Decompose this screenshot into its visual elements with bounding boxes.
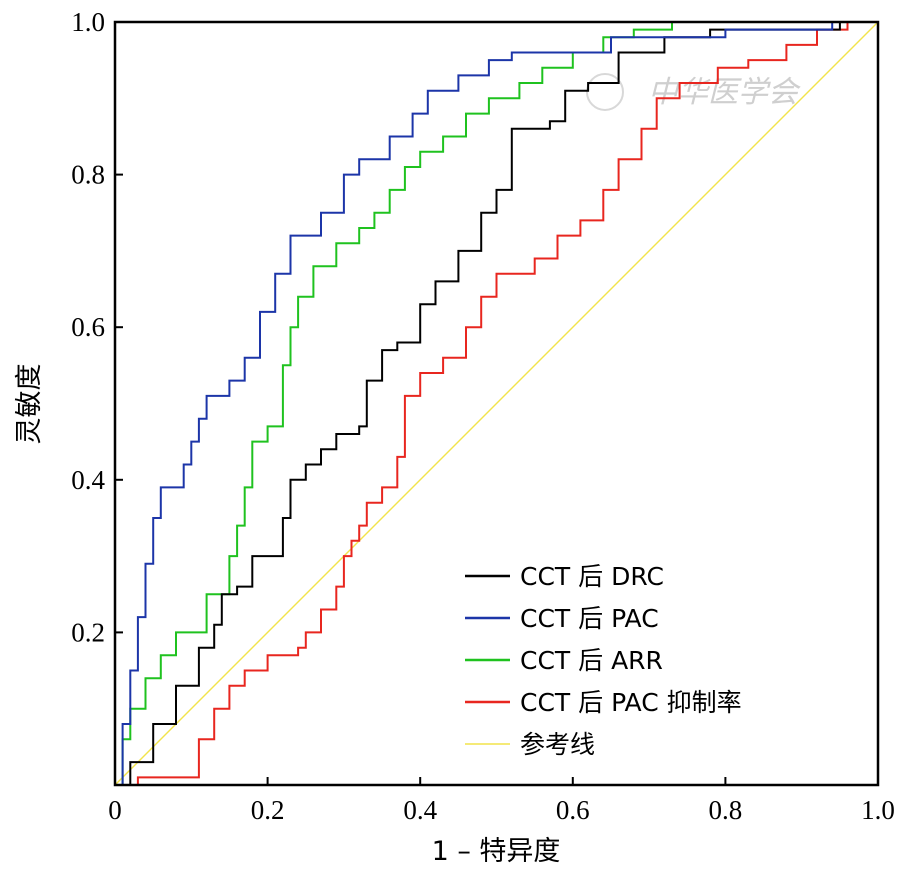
y-tick-label: 1.0	[71, 7, 105, 37]
series-line-2	[115, 21, 878, 786]
series-layer	[114, 21, 879, 786]
x-tick-label: 0.6	[556, 795, 590, 825]
legend-label-4: 参考线	[520, 730, 595, 759]
x-tick-label: 1.0	[861, 795, 895, 825]
y-axis-title: 灵敏度	[14, 364, 45, 445]
series-line-4	[114, 21, 879, 786]
series-line-0	[115, 21, 878, 786]
ticks-layer: 0 0.2 0.4 0.6 0.8 1.0 0.2 0.4 0.6 0.8 1.0	[71, 7, 895, 825]
y-tick-label: 0.8	[71, 160, 105, 190]
legend-label-1: CCT 后 PAC	[520, 604, 659, 633]
watermark-text: 中华医学会	[648, 75, 801, 110]
x-tick-label: 0	[108, 795, 122, 825]
x-tick-label: 0.2	[251, 795, 285, 825]
x-tick-label: 0.8	[709, 795, 743, 825]
legend-label-0: CCT 后 DRC	[520, 562, 664, 591]
y-tick-label: 0.4	[71, 465, 105, 495]
legend: CCT 后 DRC CCT 后 PAC CCT 后 ARR CCT 后 PAC 抑制率…	[465, 562, 742, 759]
y-tick-label: 0.2	[71, 617, 105, 647]
y-tick-label: 0.6	[71, 312, 105, 342]
x-tick-label: 0.4	[403, 795, 437, 825]
watermark: 中华医学会	[586, 73, 801, 111]
watermark-seal-icon	[586, 73, 624, 111]
legend-label-3: CCT 后 PAC 抑制率	[520, 688, 742, 717]
series-line-1	[115, 21, 878, 786]
plot-frame	[113, 20, 880, 787]
x-axis-title: 1 – 特异度	[432, 836, 561, 867]
series-line-3	[115, 21, 878, 786]
legend-label-2: CCT 后 ARR	[520, 646, 663, 675]
